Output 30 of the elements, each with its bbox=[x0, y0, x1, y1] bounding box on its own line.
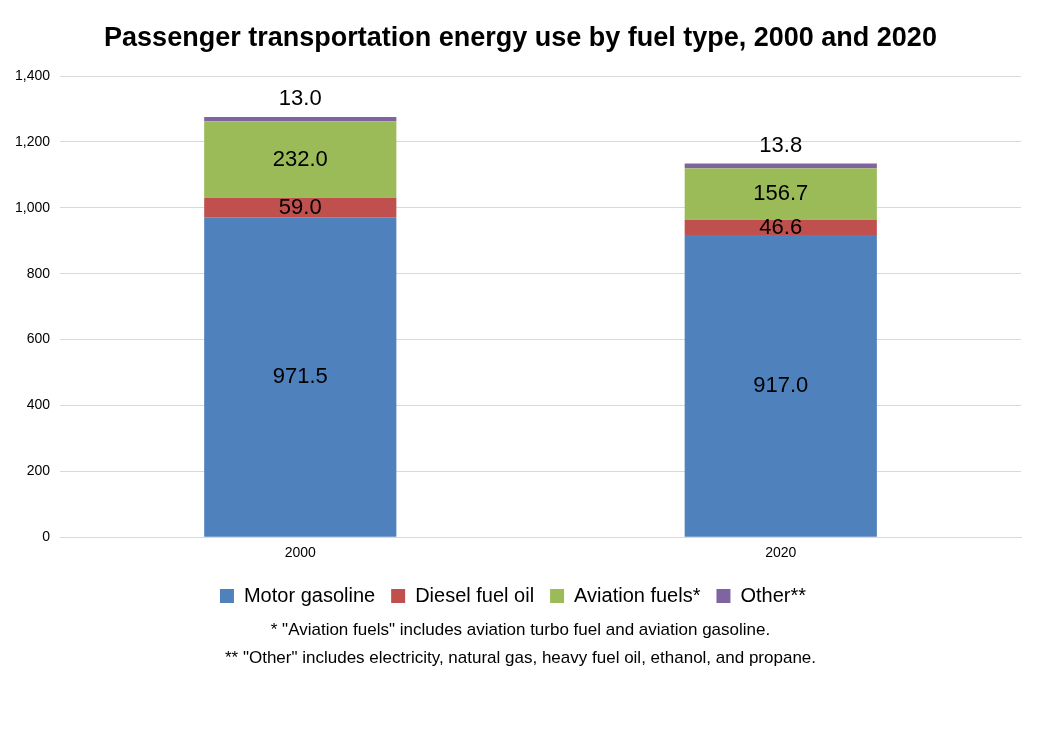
data-label: 13.0 bbox=[278, 85, 322, 111]
data-label: 59.0 bbox=[278, 193, 322, 219]
bar bbox=[684, 168, 877, 220]
y-tick-label: 400 bbox=[26, 396, 51, 413]
legend-label: Diesel fuel oil bbox=[415, 583, 535, 606]
legend-label: Motor gasoline bbox=[243, 583, 376, 606]
y-tick-label: 1,000 bbox=[14, 198, 51, 215]
y-tick-label: 800 bbox=[26, 264, 51, 281]
bar bbox=[204, 217, 397, 537]
bar bbox=[204, 117, 397, 122]
data-label: 971.5 bbox=[272, 362, 328, 388]
y-tick-label: 1,400 bbox=[14, 66, 51, 83]
text: ** "Other" includes electricity, natural gas, heavy fuel oil, ethanol, and propane. bbox=[223, 647, 817, 669]
x-tick-label: 2020 bbox=[765, 544, 797, 561]
x-tick-label: 2000 bbox=[284, 544, 317, 561]
legend-label: Other** bbox=[740, 583, 807, 606]
bar bbox=[684, 235, 877, 537]
data-label: 46.6 bbox=[759, 213, 803, 239]
data-label: 156.7 bbox=[753, 180, 809, 206]
legend-label: Aviation fuels* bbox=[574, 583, 701, 606]
y-tick-label: 0 bbox=[42, 528, 51, 545]
bar bbox=[204, 121, 397, 198]
y-tick-label: 1,200 bbox=[14, 132, 51, 149]
chart-title: Passenger transportation energy use by fuel type, 2000 and 2020 bbox=[103, 21, 938, 54]
y-tick-label: 200 bbox=[26, 462, 51, 479]
y-tick-label: 600 bbox=[26, 330, 51, 347]
data-label: 13.8 bbox=[759, 131, 803, 157]
text: * "Aviation fuels" includes aviation turbo fuel and aviation gasoline. bbox=[269, 619, 772, 641]
data-label: 232.0 bbox=[272, 145, 328, 171]
data-label: 917.0 bbox=[753, 371, 809, 397]
